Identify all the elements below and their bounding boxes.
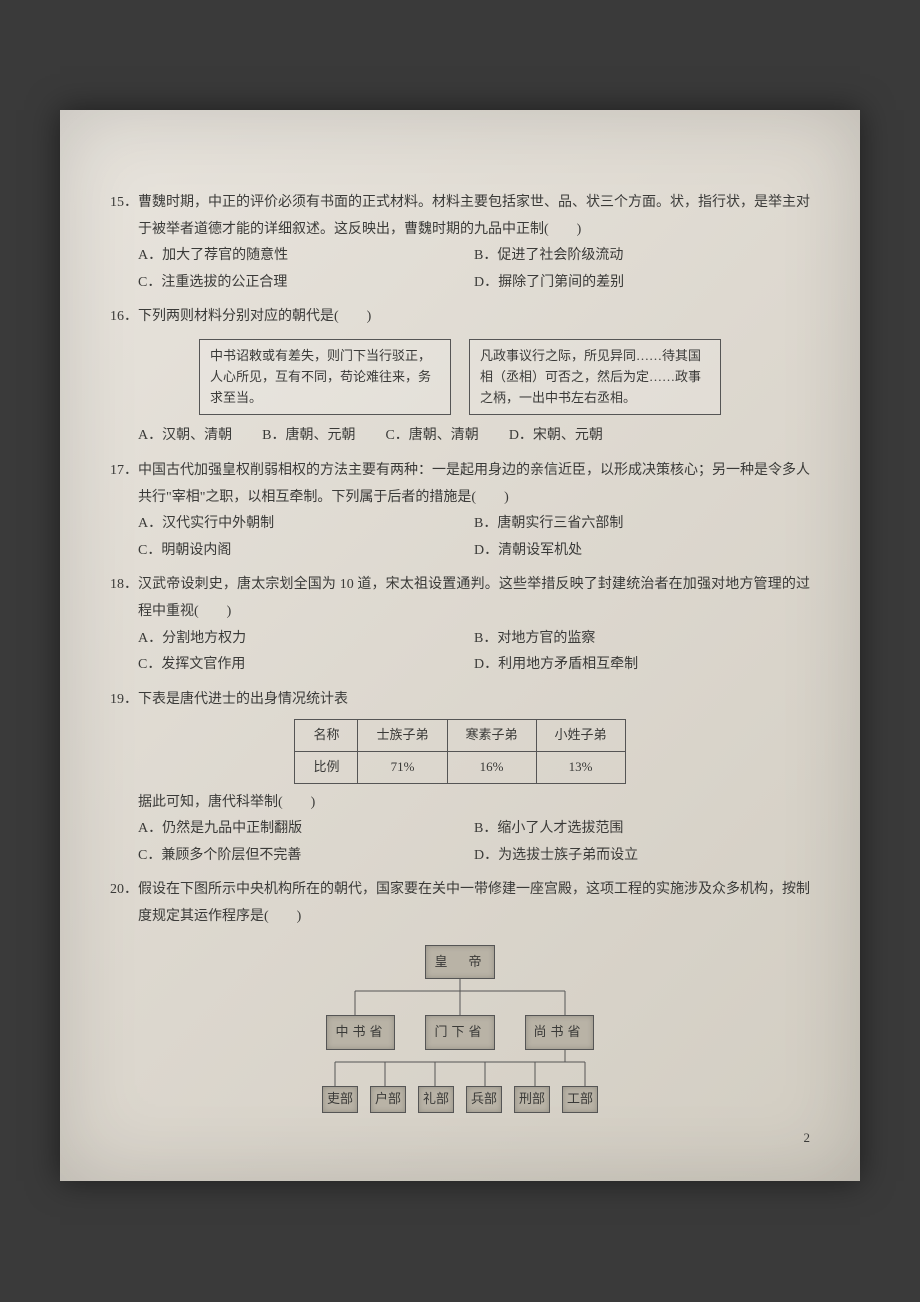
table-cell: 13% xyxy=(536,751,625,783)
node-xingbu: 刑部 xyxy=(514,1086,550,1113)
question-19: 19． 下表是唐代进士的出身情况统计表 名称 士族子弟 寒素子弟 小姓子弟 比例… xyxy=(110,687,810,870)
question-number: 19． xyxy=(110,687,138,714)
options: A．仍然是九品中正制翻版 B．缩小了人才选拔范围 C．兼顾多个阶层但不完善 D．… xyxy=(138,816,810,869)
exam-page: 15． 曹魏时期，中正的评价必须有书面的正式材料。材料主要包括家世、品、状三个方… xyxy=(60,110,860,1181)
option-b: B．缩小了人才选拔范围 xyxy=(474,816,810,843)
question-15: 15． 曹魏时期，中正的评价必须有书面的正式材料。材料主要包括家世、品、状三个方… xyxy=(110,190,810,296)
table-cell: 名称 xyxy=(295,720,358,752)
table-cell: 71% xyxy=(358,751,447,783)
node-bingbu: 兵部 xyxy=(466,1086,502,1113)
option-c: C．唐朝、清朝 xyxy=(385,423,478,450)
table-row: 比例 71% 16% 13% xyxy=(295,751,625,783)
options: A．加大了荐官的随意性 B．促进了社会阶级流动 C．注重选拔的公正合理 D．摒除… xyxy=(138,243,810,296)
material-box-1: 中书诏敕或有差失，则门下当行驳正，人心所见，互有不同，苟论难往来，务求至当。 xyxy=(199,339,451,415)
question-18: 18． 汉武帝设刺史，唐太宗划全国为 10 道，宋太祖设置通判。这些举措反映了封… xyxy=(110,572,810,678)
table-cell: 16% xyxy=(447,751,536,783)
question-17: 17． 中国古代加强皇权削弱相权的方法主要有两种：一是起用身边的亲信近臣，以形成… xyxy=(110,458,810,564)
node-emperor: 皇 帝 xyxy=(425,945,494,980)
question-tail: 据此可知，唐代科举制( ) xyxy=(138,790,810,817)
question-number: 16． xyxy=(110,304,138,331)
table-cell: 寒素子弟 xyxy=(447,720,536,752)
options: A．分割地方权力 B．对地方官的监察 C．发挥文官作用 D．利用地方矛盾相互牵制 xyxy=(138,626,810,679)
question-16: 16． 下列两则材料分别对应的朝代是( ) 中书诏敕或有差失，则门下当行驳正，人… xyxy=(110,304,810,450)
connector-icon xyxy=(310,979,610,1015)
question-text: 下表是唐代进士的出身情况统计表 xyxy=(138,687,810,714)
table-cell: 小姓子弟 xyxy=(536,720,625,752)
question-number: 17． xyxy=(110,458,138,485)
connector-icon xyxy=(300,1050,620,1086)
question-text: 假设在下图所示中央机构所在的朝代，国家要在关中一带修建一座宫殿，这项工程的实施涉… xyxy=(138,877,810,930)
table-row: 名称 士族子弟 寒素子弟 小姓子弟 xyxy=(295,720,625,752)
node-shangshu: 尚书省 xyxy=(525,1015,594,1050)
options: A．汉朝、清朝 B．唐朝、元朝 C．唐朝、清朝 D．宋朝、元朝 xyxy=(138,423,810,450)
option-d: D．摒除了门第间的差别 xyxy=(474,270,810,297)
option-d: D．利用地方矛盾相互牵制 xyxy=(474,652,810,679)
table-cell: 士族子弟 xyxy=(358,720,447,752)
option-d: D．为选拔士族子弟而设立 xyxy=(474,843,810,870)
stats-table: 名称 士族子弟 寒素子弟 小姓子弟 比例 71% 16% 13% xyxy=(294,719,625,783)
options: A．汉代实行中外朝制 B．唐朝实行三省六部制 C．明朝设内阁 D．清朝设军机处 xyxy=(138,511,810,564)
option-b: B．唐朝实行三省六部制 xyxy=(474,511,810,538)
question-text: 中国古代加强皇权削弱相权的方法主要有两种：一是起用身边的亲信近臣，以形成决策核心… xyxy=(138,458,810,511)
node-libu: 吏部 xyxy=(322,1086,358,1113)
option-c: C．兼顾多个阶层但不完善 xyxy=(138,843,474,870)
material-box-2: 凡政事议行之际，所见异同……待其国相（丞相）可否之，然后为定……政事之柄，一出中… xyxy=(469,339,721,415)
table-cell: 比例 xyxy=(295,751,358,783)
option-c: C．发挥文官作用 xyxy=(138,652,474,679)
org-chart: 皇 帝 中书省 门下省 尚书省 xyxy=(270,945,650,1113)
question-text: 汉武帝设刺史，唐太宗划全国为 10 道，宋太祖设置通判。这些举措反映了封建统治者… xyxy=(138,572,810,625)
option-a: A．加大了荐官的随意性 xyxy=(138,243,474,270)
option-a: A．分割地方权力 xyxy=(138,626,474,653)
question-number: 15． xyxy=(110,190,138,217)
node-gongbu: 工部 xyxy=(562,1086,598,1113)
node-menxia: 门下省 xyxy=(425,1015,494,1050)
option-c: C．注重选拔的公正合理 xyxy=(138,270,474,297)
question-text: 曹魏时期，中正的评价必须有书面的正式材料。材料主要包括家世、品、状三个方面。状，… xyxy=(138,190,810,243)
question-number: 18． xyxy=(110,572,138,599)
option-a: A．汉代实行中外朝制 xyxy=(138,511,474,538)
option-c: C．明朝设内阁 xyxy=(138,538,474,565)
question-number: 20． xyxy=(110,877,138,904)
option-b: B．唐朝、元朝 xyxy=(262,423,355,450)
material-boxes: 中书诏敕或有差失，则门下当行驳正，人心所见，互有不同，苟论难往来，务求至当。 凡… xyxy=(110,339,810,415)
question-text: 下列两则材料分别对应的朝代是( ) xyxy=(138,304,810,331)
question-20: 20． 假设在下图所示中央机构所在的朝代，国家要在关中一带修建一座宫殿，这项工程… xyxy=(110,877,810,1112)
option-d: D．清朝设军机处 xyxy=(474,538,810,565)
option-b: B．促进了社会阶级流动 xyxy=(474,243,810,270)
option-b: B．对地方官的监察 xyxy=(474,626,810,653)
page-number: 2 xyxy=(804,1126,811,1151)
node-hubu: 户部 xyxy=(370,1086,406,1113)
option-d: D．宋朝、元朝 xyxy=(509,423,603,450)
node-zhongshu: 中书省 xyxy=(326,1015,395,1050)
node-libu2: 礼部 xyxy=(418,1086,454,1113)
option-a: A．汉朝、清朝 xyxy=(138,423,232,450)
option-a: A．仍然是九品中正制翻版 xyxy=(138,816,474,843)
